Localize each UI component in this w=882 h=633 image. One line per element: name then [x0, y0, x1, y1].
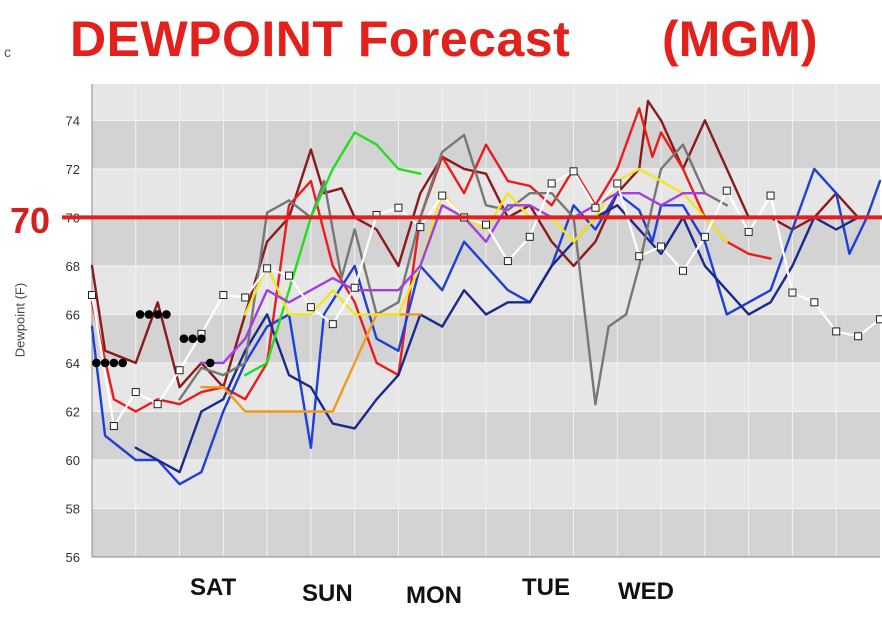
y-tick-label: 62: [66, 404, 80, 419]
mean-marker: [88, 291, 96, 300]
mean-marker: [153, 400, 162, 409]
observed-point: [153, 310, 162, 319]
mean-marker: [613, 179, 622, 188]
mean-marker: [285, 271, 293, 280]
y-tick-label: 64: [66, 356, 80, 371]
mean-marker: [832, 327, 841, 336]
series-line-7: [244, 167, 728, 316]
day-label-wed: WED: [618, 578, 674, 605]
corner-mark: c: [4, 44, 11, 60]
mean-marker: [635, 252, 644, 261]
observed-point: [92, 358, 101, 368]
mean-marker: [131, 388, 140, 397]
y-tick-label: 60: [66, 453, 80, 468]
series-line-5: [244, 131, 422, 377]
mean-marker: [306, 303, 315, 312]
mean-marker: [438, 191, 447, 200]
mean-marker: [744, 227, 753, 236]
day-label-sat: SAT: [190, 574, 237, 601]
observed-point: [144, 310, 154, 319]
mean-marker: [394, 203, 403, 212]
series-line-4: [178, 133, 728, 406]
mean-marker: [876, 315, 882, 324]
observed-point: [179, 334, 189, 343]
mean-marker: [569, 167, 578, 176]
mean-marker: [263, 264, 272, 273]
mean-marker: [547, 179, 556, 188]
y-tick-label: 58: [66, 501, 80, 516]
mean-marker: [109, 422, 118, 431]
mean-marker: [503, 257, 512, 266]
y-tick-label: 74: [66, 113, 80, 128]
day-label-tue: TUE: [522, 574, 570, 601]
mean-marker: [482, 220, 490, 229]
y-tick-label: 56: [66, 550, 80, 565]
mean-marker: [854, 332, 863, 341]
mean-marker: [416, 223, 425, 232]
series-line-1: [90, 107, 772, 413]
mean-marker: [219, 291, 228, 300]
mean-marker: [350, 283, 359, 292]
observed-point: [118, 358, 127, 368]
observed-point: [135, 310, 145, 319]
mean-marker: [328, 320, 337, 329]
observed-point: [100, 358, 110, 368]
reference-70-label: 70: [10, 200, 51, 241]
observed-point: [205, 358, 215, 368]
observed-point: [188, 334, 197, 343]
y-tick-label: 66: [66, 307, 80, 322]
mean-marker: [700, 232, 709, 241]
mean-marker: [679, 266, 687, 275]
observed-point: [162, 310, 171, 319]
y-tick-label: 72: [66, 162, 80, 177]
mean-marker: [175, 366, 184, 375]
mean-marker: [766, 191, 775, 200]
mean-marker: [525, 232, 534, 241]
day-label-mon: MON: [406, 582, 462, 609]
mean-marker: [788, 288, 797, 297]
y-tick-label: 68: [66, 259, 80, 274]
mean-marker: [591, 203, 600, 212]
series-line-3: [134, 204, 860, 474]
observed-point: [197, 334, 206, 343]
mean-marker: [810, 298, 819, 307]
day-label-sun: SUN: [302, 580, 353, 607]
mean-marker: [657, 242, 666, 251]
observed-point: [109, 358, 119, 368]
y-axis-label: Dewpoint (F): [12, 282, 28, 358]
station-code: (MGM): [662, 11, 818, 67]
mean-marker: [241, 293, 250, 302]
mean-marker: [722, 186, 731, 195]
chart-title: DEWPOINT Forecast: [70, 11, 571, 67]
